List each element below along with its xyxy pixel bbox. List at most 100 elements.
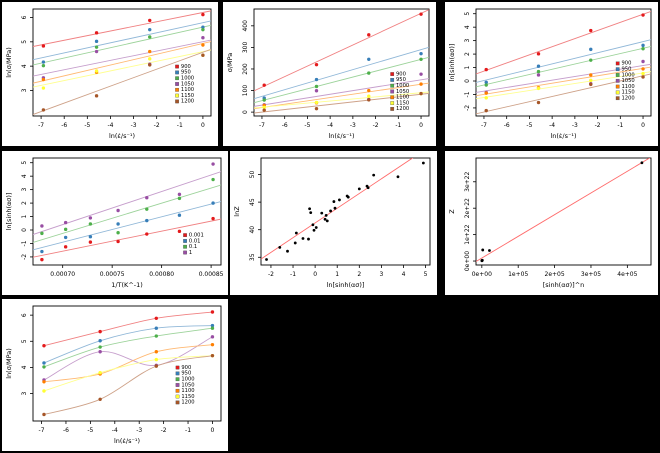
svg-text:1150: 1150 [181, 394, 194, 400]
svg-text:-1: -1 [177, 122, 183, 129]
svg-text:3: 3 [21, 188, 28, 192]
svg-text:950: 950 [622, 67, 632, 73]
svg-text:2: 2 [21, 201, 28, 205]
svg-text:-5: -5 [84, 122, 90, 129]
svg-text:4e+05: 4e+05 [617, 271, 637, 278]
svg-text:-3: -3 [131, 122, 137, 129]
svg-text:1050: 1050 [181, 382, 194, 388]
svg-text:1200: 1200 [622, 96, 635, 102]
svg-text:4: 4 [464, 25, 471, 29]
svg-text:-5: -5 [304, 122, 310, 129]
svg-text:45: 45 [249, 198, 256, 206]
svg-text:ln(ε̇/s⁻¹): ln(ε̇/s⁻¹) [550, 132, 576, 140]
svg-text:1200: 1200 [181, 99, 194, 105]
svg-text:-2: -2 [154, 122, 160, 129]
svg-text:40: 40 [249, 226, 256, 234]
plot-Z-vs-sinh-power-n: 0e+00 1e+05 2e+05 3e+05 4e+05 0e+00 1e+22 2e+22… [445, 151, 658, 295]
svg-text:-7: -7 [481, 122, 487, 129]
svg-text:-6: -6 [504, 122, 510, 129]
svg-text:1050: 1050 [396, 89, 409, 95]
svg-text:1: 1 [21, 214, 28, 218]
svg-text:2e+22: 2e+22 [464, 198, 471, 218]
svg-text:lnZ: lnZ [233, 206, 241, 217]
svg-text:σ/MPa: σ/MPa [226, 53, 234, 73]
plot-ln-sinh-vs-ln-strain-rate-canvas: -7 -6 -5 -4 -3 -2 -1 0 -2 -1 0 1 2 3 4 5 ln(ε̇/s⁻¹) ln[si… [448, 8, 652, 140]
svg-text:2e+05: 2e+05 [545, 271, 565, 278]
plot-ln-stress-vs-ln-strain-rate-spline-canvas: -7 -6 -5 -4 -3 -2 -1 0 3 4 5 6 ln(ε̇/s⁻¹) ln(σ/MPa) 90… [5, 305, 222, 445]
svg-text:ln[sinh(ασ)]: ln[sinh(ασ)] [448, 44, 456, 82]
svg-text:0: 0 [419, 122, 423, 129]
svg-text:100: 100 [242, 85, 249, 97]
svg-text:2: 2 [464, 52, 471, 56]
svg-text:1: 1 [189, 250, 192, 256]
svg-text:1100: 1100 [181, 388, 194, 394]
svg-text:-3: -3 [572, 122, 578, 129]
svg-text:0.00085: 0.00085 [199, 271, 224, 278]
svg-text:-7: -7 [39, 427, 45, 434]
svg-text:0.00080: 0.00080 [149, 271, 174, 278]
svg-text:3e+05: 3e+05 [581, 271, 601, 278]
svg-text:5: 5 [464, 12, 471, 16]
svg-text:-3: -3 [136, 427, 142, 434]
svg-text:-6: -6 [282, 122, 288, 129]
svg-text:1e+22: 1e+22 [464, 224, 471, 244]
svg-text:ln(ε̇/s⁻¹): ln(ε̇/s⁻¹) [109, 132, 135, 140]
svg-text:1100: 1100 [396, 95, 409, 101]
svg-text:900: 900 [396, 71, 406, 77]
svg-text:200: 200 [242, 63, 249, 75]
svg-text:ln(ε̇/s⁻¹): ln(ε̇/s⁻¹) [114, 437, 140, 445]
svg-text:4: 4 [402, 271, 406, 278]
svg-text:6: 6 [21, 15, 28, 19]
svg-text:50: 50 [249, 171, 256, 179]
svg-text:-2: -2 [161, 427, 167, 434]
svg-text:5: 5 [21, 161, 28, 165]
svg-text:5: 5 [424, 271, 428, 278]
svg-text:-1: -1 [617, 122, 623, 129]
svg-text:ln(σ/MPa): ln(σ/MPa) [5, 348, 13, 379]
svg-text:0: 0 [464, 79, 471, 83]
svg-text:3: 3 [379, 271, 383, 278]
svg-text:1000: 1000 [181, 377, 194, 383]
svg-text:5: 5 [21, 339, 28, 343]
svg-text:1000: 1000 [622, 72, 635, 78]
svg-text:6: 6 [21, 313, 28, 317]
svg-text:-2: -2 [268, 271, 274, 278]
svg-text:0.001: 0.001 [189, 232, 204, 238]
plot-stress-vs-ln-strain-rate-canvas: -7 -6 -5 -4 -3 -2 -1 0 0 100 200 300 400 ln(ε̇/s⁻¹) σ/… [226, 8, 430, 140]
svg-text:-1: -1 [21, 240, 28, 246]
svg-text:950: 950 [396, 77, 406, 83]
svg-text:-4: -4 [327, 122, 333, 129]
svg-text:-2: -2 [464, 105, 471, 111]
svg-text:-1: -1 [185, 427, 191, 434]
svg-text:900: 900 [181, 64, 191, 70]
svg-text:0.1: 0.1 [189, 244, 197, 250]
svg-text:3: 3 [21, 391, 28, 395]
svg-text:-2: -2 [595, 122, 601, 129]
svg-text:4: 4 [21, 174, 28, 178]
svg-text:ln[sinh(ασ)]: ln[sinh(ασ)] [5, 193, 13, 231]
svg-text:1050: 1050 [181, 81, 194, 87]
svg-text:35: 35 [249, 253, 256, 261]
svg-text:-1: -1 [290, 271, 296, 278]
svg-text:1200: 1200 [181, 400, 194, 406]
svg-text:ln[sinh(ασ)]: ln[sinh(ασ)] [327, 281, 365, 289]
svg-text:950: 950 [181, 70, 191, 76]
plot-ln-stress-vs-ln-strain-rate: -7 -6 -5 -4 -3 -2 -1 0 3 4 5 6 ln(ε̇/s⁻¹) ln(σ/MPa) 90… [2, 2, 218, 146]
svg-text:-5: -5 [87, 427, 93, 434]
svg-text:1150: 1150 [622, 90, 635, 96]
svg-text:3e+22: 3e+22 [464, 172, 471, 192]
svg-text:1e+05: 1e+05 [508, 271, 528, 278]
svg-text:0: 0 [313, 271, 317, 278]
svg-text:300: 300 [242, 41, 249, 53]
svg-text:1150: 1150 [181, 93, 194, 99]
svg-text:1200: 1200 [396, 106, 409, 112]
svg-text:3: 3 [21, 88, 28, 92]
svg-text:4: 4 [21, 64, 28, 68]
svg-text:1000: 1000 [396, 83, 409, 89]
svg-text:-7: -7 [259, 122, 265, 129]
svg-text:1150: 1150 [396, 100, 409, 106]
svg-text:0.01: 0.01 [189, 238, 201, 244]
svg-text:0: 0 [201, 122, 205, 129]
svg-text:0e+00: 0e+00 [464, 251, 471, 271]
